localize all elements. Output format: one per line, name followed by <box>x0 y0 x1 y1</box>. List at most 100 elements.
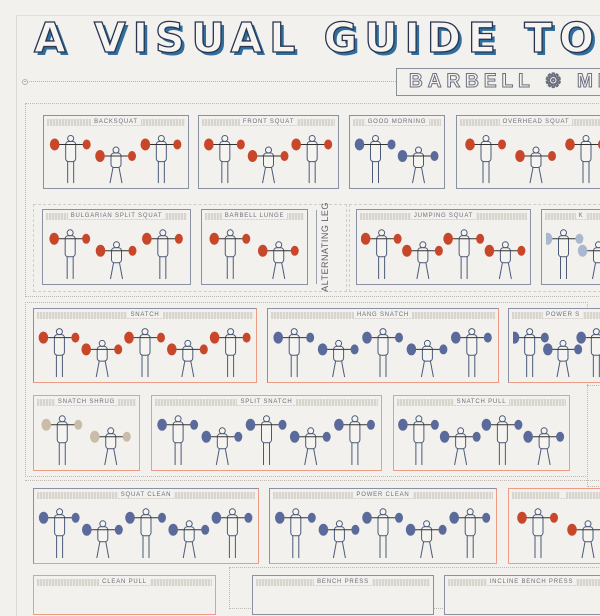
lifter-figure <box>451 329 492 377</box>
weight-plate <box>83 139 91 149</box>
weight-plate <box>234 432 242 442</box>
figures-svg <box>461 128 600 186</box>
exercise-figures <box>156 408 377 468</box>
weight-plate <box>96 245 106 257</box>
weight-plate <box>128 151 136 161</box>
weight-plate <box>407 343 417 355</box>
lifter-figure <box>157 416 198 465</box>
weight-plate <box>449 512 459 524</box>
weight-plate <box>431 151 439 161</box>
panel-label: BENCH PRESS <box>314 579 372 585</box>
figures-svg <box>398 408 565 468</box>
panel-clean-variation[interactable] <box>508 488 600 564</box>
lifter-figure <box>275 509 316 558</box>
weight-plate <box>565 138 575 150</box>
poster-subtitle: BARBELL ⚙ ME <box>397 69 600 95</box>
panel-snatch-pull[interactable]: SNATCH PULL <box>393 395 570 471</box>
weight-plate <box>431 420 439 430</box>
panel-jumping-squat[interactable]: JUMPING SQUAT <box>356 209 531 285</box>
panel-squat-clean[interactable]: SQUAT CLEAN <box>33 488 259 564</box>
panel-overhead-squat[interactable]: OVERHEAD SQUAT <box>456 115 600 189</box>
weight-plate <box>72 513 80 523</box>
exercise-figures <box>461 128 600 186</box>
panel-incline-bench-press[interactable]: INCLINE BENCH PRESS <box>444 575 600 615</box>
weight-plate <box>361 233 370 245</box>
panel-label: JUMPING SQUAT <box>411 213 476 219</box>
panel-snatch[interactable]: SNATCH <box>33 308 257 383</box>
lifter-figure <box>565 135 600 183</box>
panel-backsquat[interactable]: BACKSQUAT <box>43 115 189 189</box>
weight-plate <box>279 420 287 430</box>
weight-plate <box>308 513 316 523</box>
weight-plate <box>576 332 586 344</box>
panel-bulgarian-split-squat[interactable]: BULGARIAN SPLIT SQUAT <box>42 209 191 285</box>
weight-plate <box>318 343 328 355</box>
exercise-figures <box>354 128 440 186</box>
lifter-figure <box>440 428 481 465</box>
weight-plate <box>115 525 123 535</box>
weight-plate <box>74 420 82 430</box>
lifter-figure <box>355 135 396 183</box>
lifter-figure <box>202 428 243 465</box>
section-clean <box>25 480 600 482</box>
weight-plate <box>515 150 525 162</box>
panel-barbell-lunge[interactable]: BARBELL LUNGE <box>201 209 308 285</box>
figures-svg <box>274 501 492 561</box>
weight-plate <box>41 419 51 431</box>
lifter-figure <box>168 521 209 558</box>
figures-svg <box>354 128 440 186</box>
lifter-figure <box>273 329 314 377</box>
panel-power-snatch[interactable]: POWER S <box>508 308 600 383</box>
panel-power-clean[interactable]: POWER CLEAN <box>269 488 497 564</box>
exercise-figures <box>274 501 492 561</box>
panel-good-morning[interactable]: GOOD MORNING <box>349 115 445 189</box>
panel-snatch-shrug[interactable]: SNATCH SHRUG <box>33 395 140 471</box>
weight-plate <box>291 138 301 150</box>
exercise-figures <box>38 408 135 468</box>
weight-plate <box>324 139 332 149</box>
weight-plate <box>82 524 92 536</box>
panel-bench-press[interactable]: BENCH PRESS <box>252 575 434 615</box>
weight-plate <box>482 513 490 523</box>
panel-front-squat[interactable]: FRONT SQUAT <box>198 115 339 189</box>
panel-label: SQUAT CLEAN <box>118 492 175 498</box>
lifter-figure <box>546 230 583 279</box>
panel-label: CLEAN PULL <box>99 579 150 585</box>
figures-svg <box>513 321 600 380</box>
lifter-figure <box>449 509 490 558</box>
lifter-figure <box>443 230 484 279</box>
panel-label <box>560 492 566 498</box>
weight-plate <box>200 344 208 354</box>
weight-plate <box>556 432 564 442</box>
weight-plate <box>541 333 549 343</box>
figures-svg <box>513 501 600 561</box>
weight-plate <box>212 512 222 524</box>
weight-plate <box>485 245 495 257</box>
lifter-figure <box>362 329 403 377</box>
weight-plate <box>398 150 408 162</box>
panel-hang-snatch[interactable]: HANG SNATCH <box>267 308 499 383</box>
panel-label: SNATCH <box>127 312 162 318</box>
lifter-figure <box>523 428 564 465</box>
lifter-figure <box>41 416 82 465</box>
lifter-figure <box>543 340 582 377</box>
panel-split-snatch[interactable]: SPLIT SNATCH <box>151 395 382 471</box>
weight-plate <box>435 246 443 256</box>
panel-label: OVERHEAD SQUAT <box>500 119 573 125</box>
weight-plate <box>50 138 60 150</box>
exercise-figures <box>47 222 186 282</box>
panel-clean-pull[interactable]: CLEAN PULL <box>33 575 216 615</box>
weight-plate <box>158 513 166 523</box>
exercise-figures <box>206 222 303 282</box>
weight-plate <box>439 344 447 354</box>
lifter-figure <box>290 428 331 465</box>
weight-plate <box>523 431 533 443</box>
lifter-figure <box>248 147 289 183</box>
weight-plate <box>173 139 181 149</box>
panel-k[interactable]: K <box>541 209 600 285</box>
lifter-figure <box>39 509 80 558</box>
weight-plate <box>244 513 252 523</box>
figures-svg <box>156 408 377 468</box>
panel-label: POWER CLEAN <box>353 492 412 498</box>
panel-label: BACKSQUAT <box>91 119 141 125</box>
